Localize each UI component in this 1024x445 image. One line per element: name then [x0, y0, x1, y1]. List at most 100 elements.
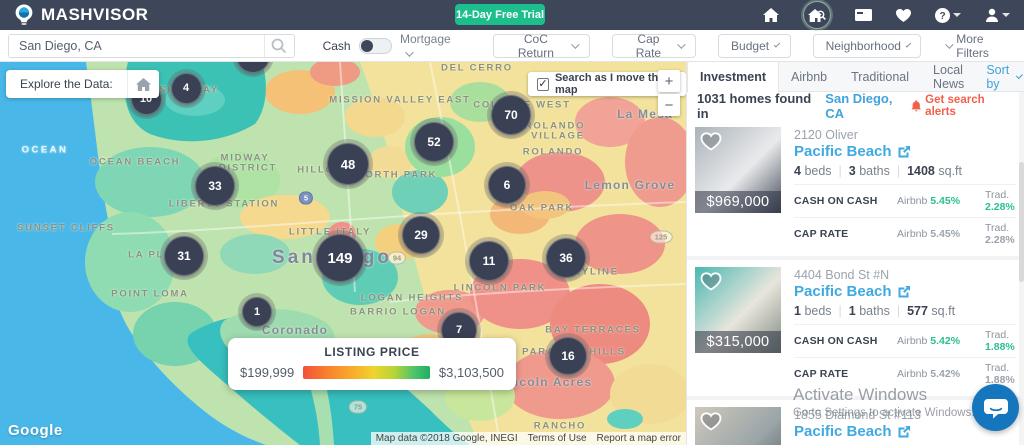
- toggle-knob: [360, 39, 373, 52]
- favorite-heart-icon[interactable]: [700, 412, 722, 431]
- chevron-down-icon: [677, 39, 686, 49]
- panel-scrollbar[interactable]: [1019, 92, 1024, 445]
- top-navbar: MASHVISOR 14-Day Free Trial ?: [0, 0, 1024, 30]
- map-cluster-marker[interactable]: 31: [164, 236, 204, 276]
- coc-return-filter-button[interactable]: CoC Return: [492, 32, 590, 60]
- more-filters-button[interactable]: More Filters: [944, 32, 1016, 60]
- cash-mortgage-toggle[interactable]: [358, 37, 392, 54]
- map-area-label: OCEAN BEACH: [89, 156, 181, 168]
- terms-of-use-link[interactable]: Terms of Use: [522, 432, 592, 445]
- property-search-icon[interactable]: [803, 1, 831, 29]
- exit-link-icon: [898, 426, 910, 438]
- listing-price: $969,000: [695, 191, 781, 213]
- results-panel: Investment Airbnb Traditional Local News Sor…: [686, 62, 1024, 445]
- free-trial-button[interactable]: 14-Day Free Trial: [455, 4, 545, 25]
- neighborhood-filter-button[interactable]: Neighborhood: [812, 33, 921, 58]
- legend-title: LISTING PRICE: [324, 345, 420, 359]
- brand-logo[interactable]: MASHVISOR: [14, 4, 148, 26]
- scrollbar-thumb[interactable]: [1019, 162, 1024, 282]
- brand-name: MASHVISOR: [41, 5, 149, 24]
- favorite-heart-icon[interactable]: [700, 132, 722, 151]
- bell-icon: [911, 100, 921, 112]
- neighborhood-link[interactable]: Pacific Beach: [794, 283, 1016, 300]
- map-area-label: ROLANDO: [524, 120, 586, 132]
- chat-bubble-icon: [983, 398, 1008, 418]
- tab-local-news[interactable]: Local News: [933, 62, 965, 91]
- get-search-alerts-button[interactable]: Get search alerts: [911, 94, 1014, 118]
- budget-filter-button[interactable]: Budget: [718, 33, 791, 58]
- map-cluster-marker[interactable]: 33: [195, 166, 235, 206]
- property-photo[interactable]: $315,000: [695, 267, 781, 353]
- map-area-label: MIDWAY: [220, 152, 270, 164]
- map-cluster-marker[interactable]: 48: [327, 143, 369, 185]
- property-photo[interactable]: $969,000: [695, 127, 781, 213]
- map-cluster-marker[interactable]: 4: [170, 72, 202, 104]
- search-as-move-label: Search as I move the map: [554, 72, 665, 96]
- zoom-in-button[interactable]: +: [658, 70, 680, 92]
- results-city-link[interactable]: San Diego, CA: [825, 91, 893, 121]
- mortgage-label[interactable]: Mortgage: [400, 32, 457, 60]
- chevron-down-icon: [905, 41, 911, 47]
- map-cluster-marker[interactable]: 6: [488, 166, 526, 204]
- map-attribution: Map data ©2018 Google, INEGI Terms of Us…: [370, 432, 686, 445]
- chevron-down-icon: [570, 39, 580, 49]
- map-area-label: OAK PARK: [509, 202, 575, 214]
- map-area-label: VILLAGE: [531, 130, 585, 142]
- cash-on-cash-row: CASH ON CASH Airbnb 5.42% Trad. 1.88%: [794, 324, 1016, 357]
- map-cluster-marker[interactable]: 149: [316, 234, 364, 282]
- route-badge: 5: [298, 191, 314, 205]
- map-area-label: LITTLE ITALY: [288, 226, 372, 238]
- chevron-down-icon: [773, 40, 781, 48]
- property-card[interactable]: $315,000 4404 Bond St #N Pacific Beach 1…: [687, 260, 1024, 400]
- cap-rate-filter-button[interactable]: Cap Rate: [611, 32, 697, 60]
- tab-investment[interactable]: Investment: [687, 62, 779, 92]
- map-cluster-marker[interactable]: 36: [546, 238, 586, 278]
- neighborhood-link[interactable]: Pacific Beach: [794, 423, 1016, 440]
- favorite-heart-icon[interactable]: [700, 272, 722, 291]
- map-cluster-marker[interactable]: 70: [491, 95, 531, 135]
- chevron-down-icon: [405, 47, 414, 57]
- results-summary-row: 1031 homes found in San Diego, CA Get se…: [687, 91, 1024, 121]
- search-as-move-checkbox[interactable]: ✓: [537, 77, 549, 91]
- map-area-label: ROLANDO: [522, 146, 584, 158]
- map-area-label: Coronado: [261, 323, 329, 337]
- map-cluster-marker[interactable]: 11: [469, 241, 509, 281]
- exit-link-icon: [898, 286, 910, 298]
- tab-traditional[interactable]: Traditional: [851, 69, 910, 84]
- map-cluster-marker[interactable]: 16: [549, 337, 587, 375]
- map-cluster-marker[interactable]: 52: [414, 122, 454, 162]
- map-area-label: Lemon Grove: [584, 178, 676, 192]
- chevron-down-icon: [1016, 71, 1024, 79]
- help-icon[interactable]: ?: [935, 7, 961, 23]
- map-area-label: OCEAN: [21, 144, 69, 156]
- home-icon[interactable]: [763, 8, 779, 22]
- neighborhood-link[interactable]: Pacific Beach: [794, 143, 1016, 160]
- map-area-label: DEL CERRO: [441, 62, 513, 74]
- map-area-label: SKYLINE: [565, 266, 619, 278]
- tab-airbnb[interactable]: Airbnb: [791, 69, 828, 84]
- user-icon[interactable]: [985, 8, 1010, 22]
- zoom-out-button[interactable]: −: [658, 94, 680, 116]
- map-area-label: NORTH PARK: [356, 169, 438, 181]
- search-input[interactable]: [9, 34, 264, 57]
- report-map-error-link[interactable]: Report a map error: [591, 432, 686, 445]
- sort-by-dropdown[interactable]: Sort by: [976, 62, 1024, 91]
- map-cluster-marker[interactable]: 1: [242, 297, 272, 327]
- help-caret-icon: [953, 13, 961, 17]
- explore-data-box: Explore the Data:: [6, 70, 159, 98]
- property-card[interactable]: $475,000 1855 Diamond St #113 Pacific Be…: [687, 400, 1024, 445]
- search-button[interactable]: [263, 34, 294, 57]
- map-home-button[interactable]: [126, 70, 159, 98]
- map-cluster-marker[interactable]: 29: [402, 216, 440, 254]
- billing-card-icon[interactable]: [855, 9, 872, 21]
- cap-rate-row: CAP RATE Airbnb 5.45% Trad. 2.28%: [794, 217, 1016, 250]
- property-photo[interactable]: $475,000: [695, 407, 781, 445]
- property-card[interactable]: $969,000 2120 Oliver Pacific Beach 4 bed…: [687, 120, 1024, 260]
- favorites-heart-icon[interactable]: [896, 8, 911, 22]
- chat-widget-button[interactable]: [972, 384, 1019, 431]
- property-address: 1855 Diamond St #113: [794, 408, 921, 422]
- map-area-label: BAY TERRACES: [545, 324, 641, 336]
- user-caret-icon: [1002, 13, 1010, 17]
